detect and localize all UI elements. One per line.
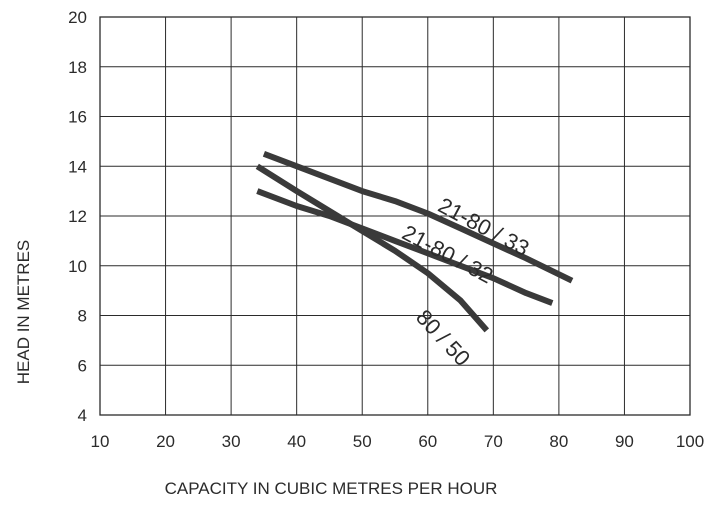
- x-tick-label: 90: [615, 432, 634, 451]
- x-tick-label: 80: [549, 432, 568, 451]
- y-tick-labels: 4 6 8 10 12 14 16 18 20: [68, 8, 87, 425]
- series-curve-80-50: [255, 163, 490, 333]
- y-axis-title: HEAD IN METRES: [14, 240, 33, 385]
- grid-lines: [99, 16, 691, 416]
- x-tick-label: 100: [676, 432, 704, 451]
- y-tick-label: 6: [78, 356, 87, 375]
- x-tick-label: 30: [222, 432, 241, 451]
- plot-frame: [99, 16, 691, 416]
- series-curve-21-80-32: [256, 188, 554, 306]
- x-tick-label: 10: [91, 432, 110, 451]
- series-curves: [255, 150, 574, 333]
- x-tick-label: 40: [287, 432, 306, 451]
- series-label: 80 / 50: [411, 305, 475, 371]
- y-tick-label: 14: [68, 157, 87, 176]
- x-axis-title: CAPACITY IN CUBIC METRES PER HOUR: [165, 479, 498, 498]
- y-tick-label: 20: [68, 8, 87, 27]
- x-tick-labels: 10 20 30 40 50 60 70 80 90 100: [91, 432, 705, 451]
- y-tick-label: 4: [78, 406, 87, 425]
- x-tick-label: 20: [156, 432, 175, 451]
- x-tick-label: 60: [418, 432, 437, 451]
- y-tick-label: 8: [78, 307, 87, 326]
- x-tick-label: 70: [484, 432, 503, 451]
- y-tick-label: 18: [68, 58, 87, 77]
- series-curve-21-80-33: [262, 150, 574, 284]
- y-tick-label: 16: [68, 108, 87, 127]
- y-tick-label: 10: [68, 257, 87, 276]
- x-tick-label: 50: [353, 432, 372, 451]
- plot-border: [99, 16, 691, 416]
- y-tick-label: 12: [68, 207, 87, 226]
